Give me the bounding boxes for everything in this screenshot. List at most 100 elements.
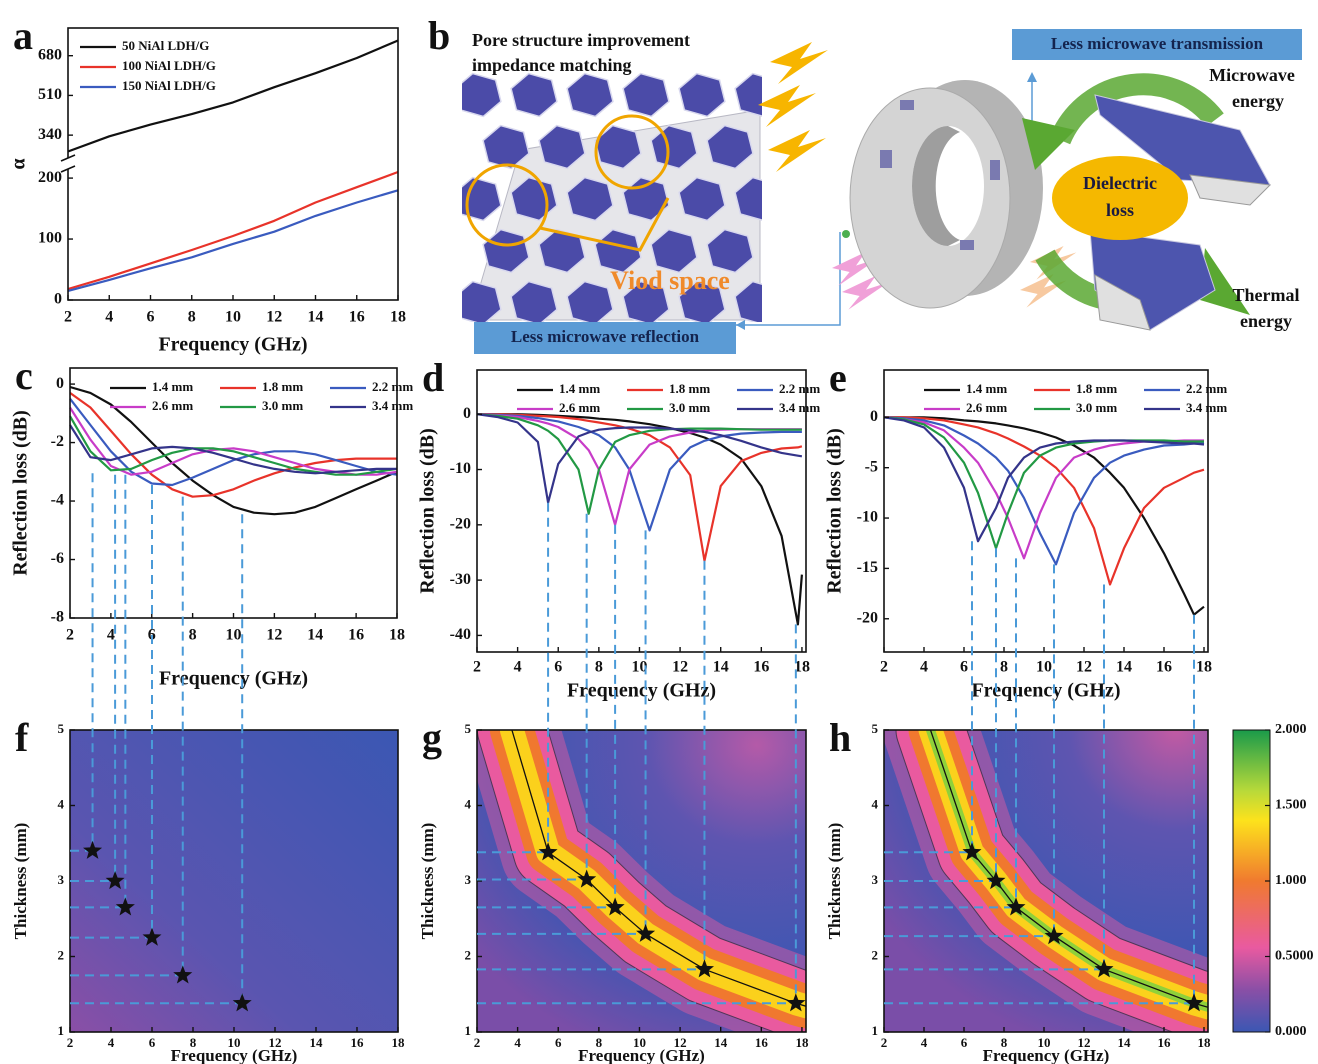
y-tick-label: 0 bbox=[463, 405, 471, 422]
ring-inner bbox=[912, 126, 960, 246]
legend-label: 2.6 mm bbox=[966, 400, 1007, 415]
diagram-title: Pore structure improvement bbox=[472, 30, 690, 50]
y-tick-label: 1 bbox=[465, 1023, 472, 1038]
y-tick-label: 0 bbox=[56, 375, 64, 392]
x-tick-label: 6 bbox=[960, 659, 968, 676]
x-tick-label: 10 bbox=[225, 309, 241, 326]
ring-flake bbox=[990, 160, 1000, 180]
x-tick-label: 8 bbox=[1001, 1035, 1008, 1050]
x-tick-label: 4 bbox=[108, 1035, 115, 1050]
star-marker bbox=[1044, 926, 1064, 945]
arrowhead bbox=[1022, 118, 1075, 170]
x-tick-label: 18 bbox=[1196, 659, 1212, 676]
hexagon bbox=[763, 230, 809, 273]
hexagon bbox=[706, 124, 754, 170]
series-line bbox=[69, 398, 398, 487]
x-tick-label: 16 bbox=[753, 659, 769, 676]
graphene-piece bbox=[1189, 174, 1272, 206]
x-tick-label: 18 bbox=[1198, 1035, 1212, 1050]
x-tick-label: 12 bbox=[674, 1035, 687, 1050]
y-tick-label: 2 bbox=[872, 947, 879, 962]
x-tick-label: 4 bbox=[921, 1035, 928, 1050]
y-tick-label: -2 bbox=[51, 433, 64, 450]
axis-break bbox=[60, 154, 76, 162]
x-tick-label: 18 bbox=[389, 627, 405, 644]
y-tick-label: 3 bbox=[465, 872, 472, 887]
plot-frame bbox=[67, 27, 399, 301]
colorbar-label: 2.000 bbox=[1275, 722, 1307, 737]
hexagon bbox=[538, 124, 586, 170]
colorbar bbox=[1232, 729, 1271, 1033]
x-tick-label: 14 bbox=[308, 309, 324, 326]
graphene-piece bbox=[1094, 274, 1151, 331]
legend-label: 1.8 mm bbox=[669, 381, 710, 396]
hexagon bbox=[678, 280, 726, 322]
series-line bbox=[67, 39, 399, 153]
transmission-box bbox=[1012, 29, 1302, 60]
series-line bbox=[69, 385, 398, 516]
x-tick-label: 2 bbox=[880, 659, 888, 676]
x-tick-label: 8 bbox=[188, 309, 196, 326]
x-axis-label: Frequency (GHz) bbox=[158, 334, 307, 356]
x-axis-label: Frequency (GHz) bbox=[578, 1046, 705, 1064]
panel: 2 4 6 8 10 12 14 16 18 0 100 200 340 510 680 Frequency … bbox=[8, 13, 406, 355]
series-line bbox=[67, 170, 399, 291]
panel-letter: d bbox=[422, 355, 444, 400]
legend-label: 3.4 mm bbox=[1186, 400, 1227, 415]
hexagon bbox=[566, 72, 614, 118]
x-axis-label: Frequency (GHz) bbox=[171, 1046, 298, 1064]
series-line bbox=[69, 424, 397, 475]
x-tick-label: 12 bbox=[1076, 659, 1092, 676]
x-tick-label: 2 bbox=[67, 1035, 74, 1050]
x-tick-label: 4 bbox=[514, 659, 522, 676]
x-tick-label: 8 bbox=[1000, 659, 1008, 676]
y-tick-label: 1 bbox=[58, 1023, 65, 1038]
axis-break bbox=[60, 165, 76, 173]
energy-arrow bbox=[1049, 73, 1224, 145]
y-axis-label: α bbox=[8, 158, 30, 169]
star-marker bbox=[1006, 897, 1026, 916]
x-tick-label: 14 bbox=[1118, 1035, 1132, 1050]
x-axis-label: Frequency (GHz) bbox=[159, 668, 308, 690]
y-tick-label: 3 bbox=[58, 872, 65, 887]
y-tick-label: 0 bbox=[54, 291, 62, 308]
x-tick-label: 18 bbox=[390, 309, 406, 326]
center-text: Dielectric bbox=[1083, 173, 1157, 193]
series-line bbox=[476, 413, 803, 504]
x-tick-label: 12 bbox=[1078, 1035, 1091, 1050]
microwave-bolt bbox=[768, 130, 826, 172]
hexagon bbox=[462, 280, 502, 322]
y-tick-label: 510 bbox=[38, 86, 62, 103]
arrowhead bbox=[736, 320, 745, 330]
legend-label: 1.8 mm bbox=[1076, 381, 1117, 396]
x-tick-label: 10 bbox=[228, 1035, 241, 1050]
y-tick-label: 340 bbox=[38, 126, 62, 143]
legend-label: 2.6 mm bbox=[559, 400, 600, 415]
x-tick-label: 16 bbox=[348, 627, 364, 644]
center-text: loss bbox=[1106, 200, 1134, 220]
star-marker bbox=[173, 965, 193, 984]
x-tick-label: 6 bbox=[149, 1035, 156, 1050]
panel-letter: g bbox=[422, 715, 442, 760]
panel-letter: e bbox=[829, 355, 847, 400]
series-line bbox=[883, 416, 1204, 566]
reflection-box bbox=[474, 322, 736, 354]
series-line bbox=[69, 406, 398, 476]
arrowhead bbox=[1200, 248, 1250, 315]
x-tick-label: 6 bbox=[147, 309, 155, 326]
legend-label: 2.2 mm bbox=[1186, 381, 1227, 396]
ring-flake bbox=[960, 240, 974, 250]
legend-label: 1.8 mm bbox=[262, 379, 303, 394]
panel: 2 4 6 8 10 12 14 16 18 0 -5 -10 -15 -20 Frequency (GHz… bbox=[824, 355, 1228, 701]
plot-frame bbox=[476, 369, 807, 653]
colorbar-label: 1.500 bbox=[1275, 798, 1307, 813]
legend-label: 150 NiAl LDH/G bbox=[122, 78, 216, 93]
hexagon bbox=[566, 176, 614, 222]
legend-label: 3.4 mm bbox=[372, 398, 413, 413]
star-marker bbox=[636, 923, 656, 942]
microwave-text: energy bbox=[1232, 91, 1284, 111]
